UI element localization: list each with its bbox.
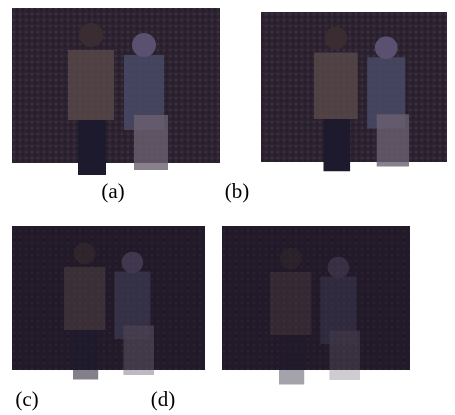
panel-a: (a)	[12, 8, 220, 203]
panel-label: (d)	[151, 387, 176, 411]
panel-label: (c)	[15, 387, 38, 411]
figure: (a) (b) (c) (d)	[0, 0, 455, 415]
page: (a) (b) (c) (d) (() => { const data = JS…	[0, 0, 455, 415]
image	[12, 8, 220, 163]
panel-b: (b)	[225, 12, 447, 203]
image	[222, 226, 410, 370]
panel-c: (c)	[12, 226, 205, 411]
image	[12, 226, 205, 370]
panel-label: (b)	[225, 179, 250, 203]
panel-label: (a)	[101, 179, 124, 203]
